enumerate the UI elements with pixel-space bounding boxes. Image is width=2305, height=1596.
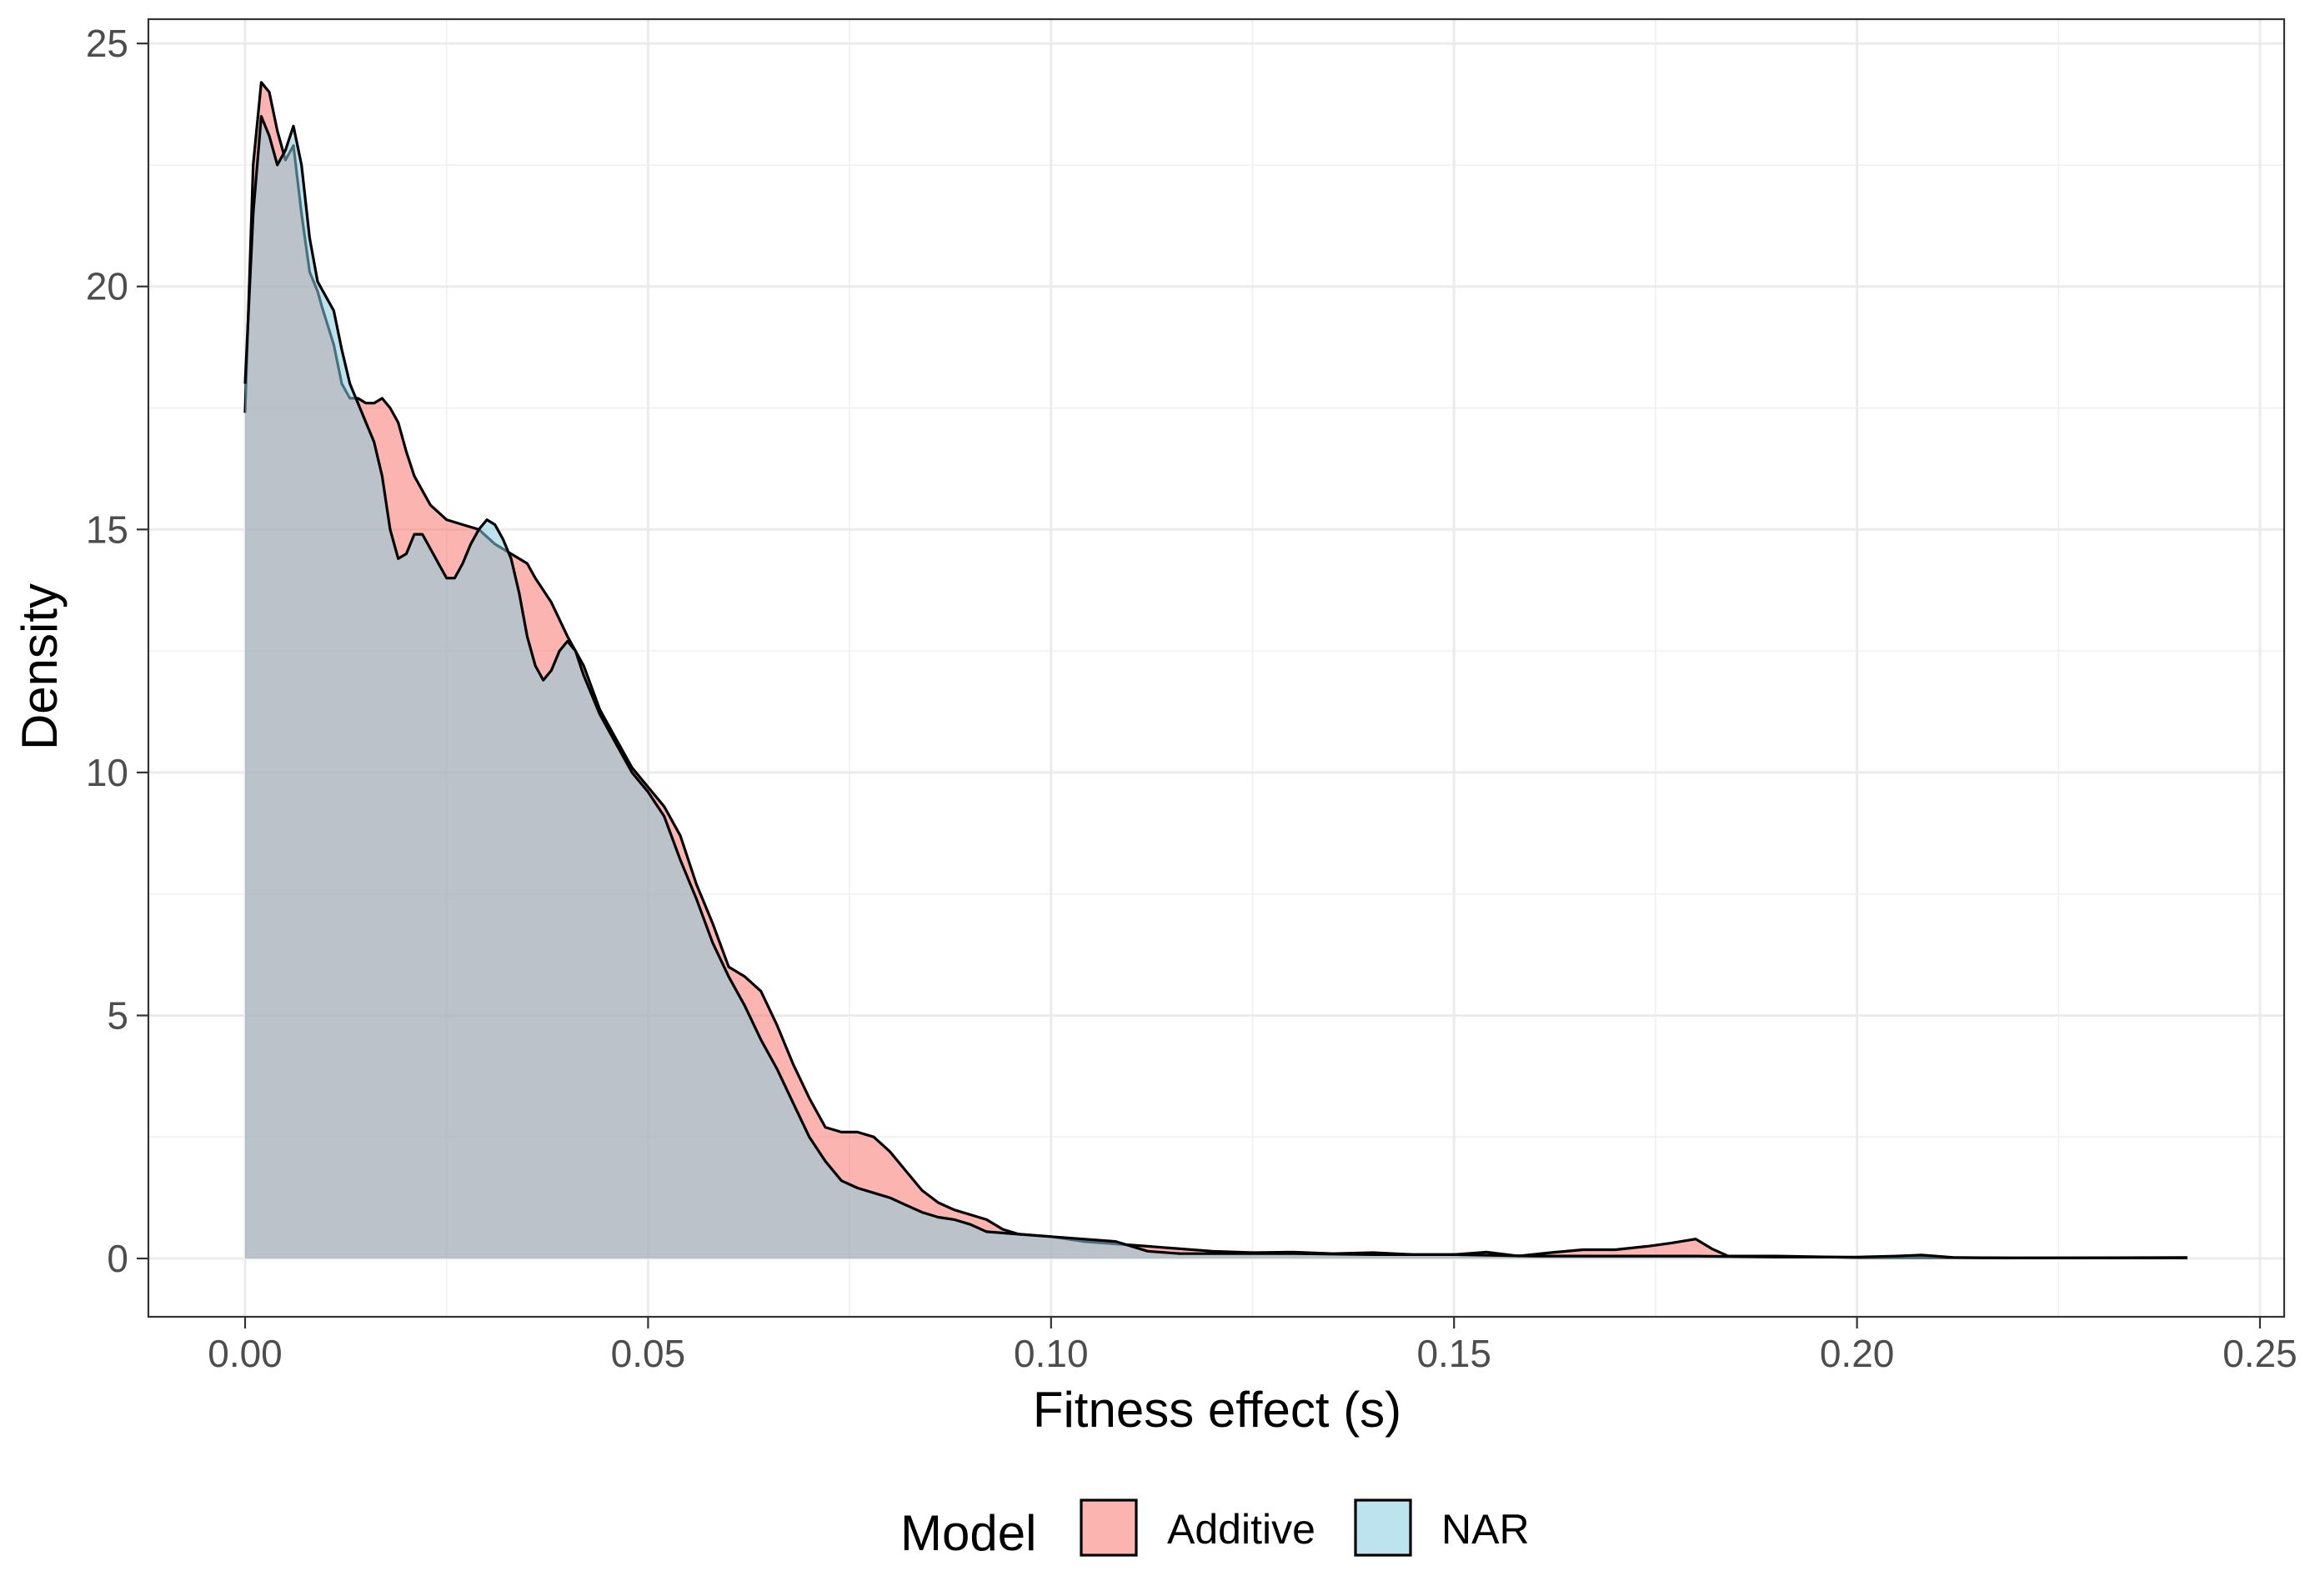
y-tick-label: 15 [86, 508, 128, 551]
y-tick-label: 25 [86, 22, 128, 65]
y-axis-label: Density [12, 583, 68, 750]
y-tick-label: 0 [107, 1237, 128, 1280]
y-tick-label: 5 [107, 993, 128, 1037]
density-line-nar [243, 115, 2188, 1259]
legend-label-additive: Additive [1167, 1506, 1315, 1553]
x-tick-label: 0.25 [2222, 1332, 2297, 1375]
legend-swatch-additive [1080, 1498, 1138, 1557]
y-tick-label: 10 [86, 751, 128, 794]
legend-swatch-nar [1354, 1498, 1412, 1557]
legend-label-nar: NAR [1441, 1506, 1530, 1553]
y-axis-ticks: 0 5 10 15 20 25 [86, 22, 148, 1280]
x-tick-label: 0.00 [208, 1332, 283, 1375]
density-areas [243, 81, 2188, 1259]
legend: Model Additive NAR [900, 1498, 1530, 1561]
x-tick-label: 0.10 [1014, 1332, 1089, 1375]
x-tick-label: 0.15 [1416, 1332, 1491, 1375]
density-area-nar [245, 116, 2187, 1259]
x-tick-label: 0.05 [611, 1332, 686, 1375]
density-line-additive [243, 81, 2187, 1259]
x-axis-label: Fitness effect (s) [1033, 1382, 1401, 1438]
x-tick-label: 0.20 [1820, 1332, 1895, 1375]
y-tick-label: 20 [86, 265, 128, 308]
x-axis-ticks: 0.00 0.05 0.10 0.15 0.20 0.25 [208, 1317, 2297, 1375]
panel-border [147, 18, 2286, 1318]
legend-title: Model [900, 1505, 1036, 1561]
